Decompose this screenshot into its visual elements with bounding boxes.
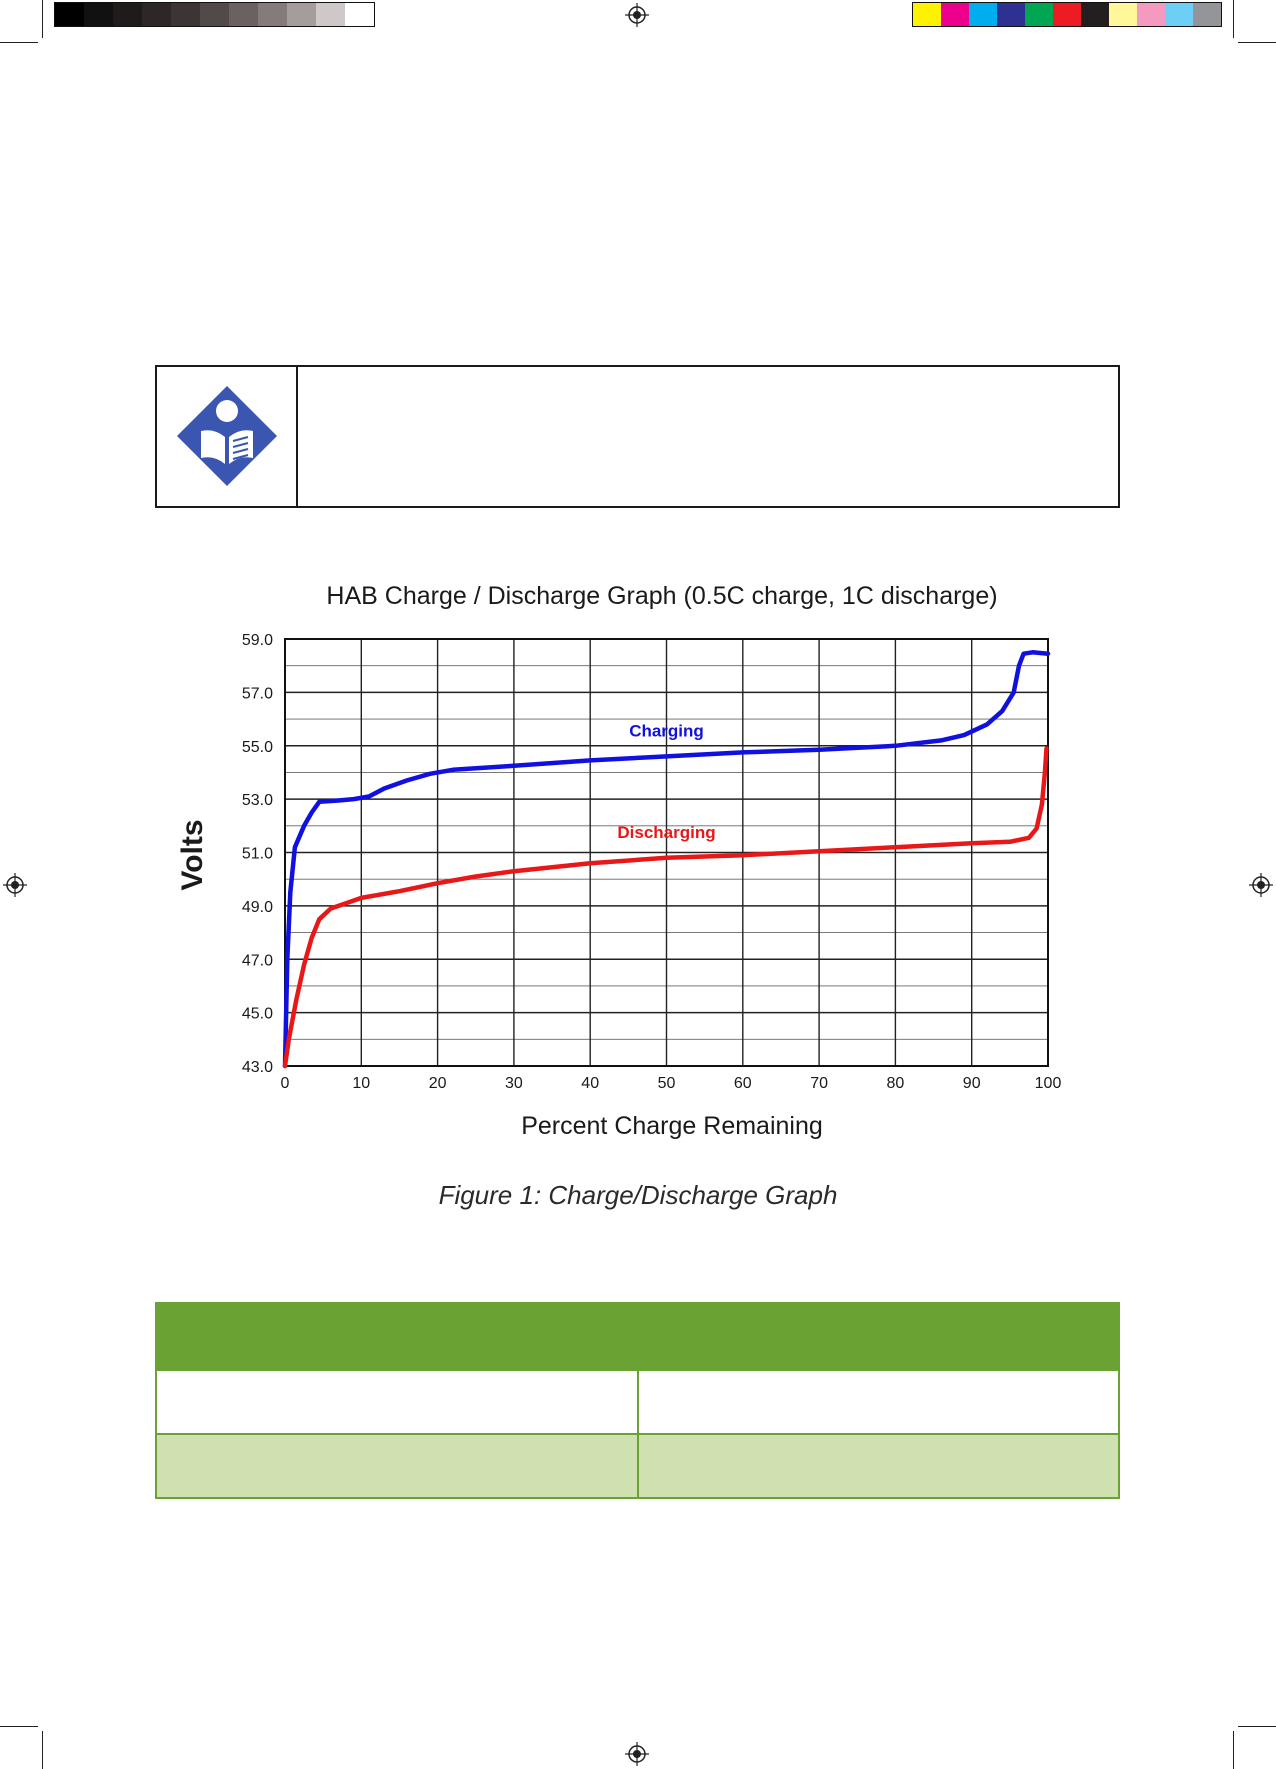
- color-swatch: [1193, 3, 1221, 26]
- crop-mark-top-right-h: [1238, 42, 1276, 43]
- color-swatch: [941, 3, 969, 26]
- table-cell: [157, 1371, 637, 1433]
- y-tick-label: 55.0: [242, 739, 273, 756]
- gray-swatch: [84, 3, 113, 26]
- x-tick-label: 60: [734, 1075, 752, 1092]
- note-divider: [296, 367, 298, 506]
- y-tick-label: 59.0: [242, 632, 273, 649]
- spec-table: [155, 1302, 1120, 1499]
- table-row: [157, 1433, 1118, 1497]
- table-cell: [636, 1371, 1119, 1433]
- table-header: [157, 1304, 1118, 1369]
- table-row: [157, 1369, 1118, 1433]
- x-axis-label: Percent Charge Remaining: [521, 1112, 823, 1140]
- grayscale-calibration-bar: [54, 2, 375, 27]
- registration-target-icon: [1249, 873, 1273, 897]
- gray-swatch: [171, 3, 200, 26]
- color-swatch: [1053, 3, 1081, 26]
- x-tick-label: 90: [963, 1075, 981, 1092]
- chart-series: Charging Discharging: [282, 650, 1051, 1069]
- gray-swatch: [142, 3, 171, 26]
- x-tick-label: 20: [429, 1075, 447, 1092]
- chart-grid: [284, 638, 1049, 1067]
- discharging-series-line: [282, 746, 1049, 1069]
- color-swatch: [1081, 3, 1109, 26]
- gray-swatch: [345, 3, 374, 26]
- plot-frame: [284, 638, 1049, 1067]
- chart-ticks: 43.0 45.0 47.0 49.0 51.0 53.0 55.0 57.0 59.0 0 10 2…: [242, 632, 1062, 1092]
- gray-swatch: [258, 3, 287, 26]
- charging-series-line: [282, 650, 1051, 1069]
- x-tick-label: 30: [505, 1075, 523, 1092]
- manual-reading-icon: [177, 386, 277, 486]
- color-swatch: [1137, 3, 1165, 26]
- charging-series-label: Charging: [629, 721, 704, 740]
- x-tick-label: 70: [810, 1075, 828, 1092]
- y-tick-label: 57.0: [242, 685, 273, 702]
- y-tick-label: 45.0: [242, 1006, 273, 1023]
- note-box: [155, 365, 1120, 508]
- figure-caption: Figure 1: Charge/Discharge Graph: [438, 1180, 838, 1210]
- gray-swatch: [229, 3, 258, 26]
- color-swatch: [1109, 3, 1137, 26]
- crop-mark-bottom-left-v: [42, 1731, 43, 1769]
- gray-swatch: [287, 3, 316, 26]
- table-cell: [157, 1435, 637, 1497]
- x-tick-label: 40: [581, 1075, 599, 1092]
- gray-swatch: [55, 3, 84, 26]
- color-swatch: [1025, 3, 1053, 26]
- color-swatch: [997, 3, 1025, 26]
- color-swatch: [1165, 3, 1193, 26]
- y-tick-label: 43.0: [242, 1059, 273, 1076]
- registration-target-icon: [625, 3, 649, 27]
- x-tick-label: 50: [658, 1075, 676, 1092]
- gray-swatch: [113, 3, 142, 26]
- x-tick-label: 80: [887, 1075, 905, 1092]
- color-swatch: [913, 3, 941, 26]
- x-tick-label: 100: [1035, 1075, 1062, 1092]
- table-cell: [636, 1435, 1119, 1497]
- chart-title: HAB Charge / Discharge Graph (0.5C charg…: [326, 582, 997, 610]
- y-tick-label: 53.0: [242, 792, 273, 809]
- crop-mark-bottom-left-h: [0, 1726, 38, 1727]
- y-tick-label: 47.0: [242, 952, 273, 969]
- y-tick-label: 49.0: [242, 899, 273, 916]
- registration-target-icon: [625, 1742, 649, 1766]
- crop-mark-top-right-v: [1233, 0, 1234, 38]
- x-tick-label: 0: [281, 1075, 290, 1092]
- registration-target-icon: [3, 873, 27, 897]
- discharging-series-label: Discharging: [617, 823, 715, 842]
- charge-discharge-chart: HAB Charge / Discharge Graph (0.5C charg…: [176, 582, 1062, 1140]
- color-swatch: [969, 3, 997, 26]
- crop-mark-top-left-v: [42, 0, 43, 38]
- crop-mark-bottom-right-v: [1233, 1731, 1234, 1769]
- x-tick-label: 10: [352, 1075, 370, 1092]
- color-calibration-bar: [912, 2, 1222, 27]
- crop-mark-top-left-h: [0, 42, 38, 43]
- crop-mark-bottom-right-h: [1238, 1726, 1276, 1727]
- gray-swatch: [316, 3, 345, 26]
- y-axis-label: Volts: [176, 819, 209, 890]
- y-tick-label: 51.0: [242, 846, 273, 863]
- gray-swatch: [200, 3, 229, 26]
